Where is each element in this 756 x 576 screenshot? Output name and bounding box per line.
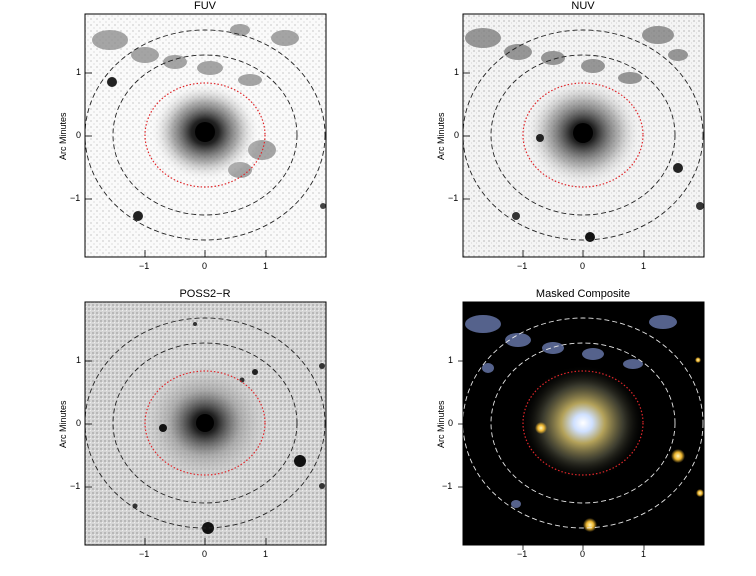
x-tick-label: −1: [517, 549, 528, 559]
x-tick-label: 1: [641, 261, 647, 271]
y-tick-label: 1: [76, 67, 82, 77]
panel-title: POSS2−R: [179, 288, 231, 300]
x-tick-label: −1: [139, 549, 150, 559]
y-tick-label: 0: [454, 130, 460, 140]
x-tick-label: −1: [139, 261, 150, 271]
y-tick-label: −1: [70, 193, 81, 203]
panel-masked-composite: Masked Composite Arc Minutes: [378, 288, 756, 576]
nuv-image: [462, 13, 705, 258]
composite-image: [458, 301, 705, 550]
panel-title: FUV: [194, 0, 216, 12]
y-tick-label: 1: [76, 355, 82, 365]
y-tick-label: 0: [448, 418, 454, 428]
y-tick-label: 0: [76, 130, 82, 140]
panel-nuv: NUV Arc Minutes: [378, 0, 756, 288]
poss2r-image: [84, 301, 327, 546]
y-tick-label: 1: [448, 355, 454, 365]
panel-poss2r: POSS2−R Arc Minutes: [0, 288, 378, 576]
x-tick-label: 0: [580, 261, 586, 271]
panel-title: Masked Composite: [535, 288, 631, 300]
y-tick-label: 1: [454, 67, 460, 77]
panel-title: NUV: [571, 0, 595, 12]
y-tick-label: −1: [442, 481, 453, 491]
x-tick-label: 1: [263, 261, 269, 271]
x-tick-label: −1: [517, 261, 528, 271]
x-tick-label: 1: [263, 549, 269, 559]
y-tick-label: −1: [448, 193, 459, 203]
x-tick-label: 0: [202, 549, 208, 559]
x-tick-label: 0: [202, 261, 208, 271]
panel-fuv: FUV Arc Minutes: [0, 0, 378, 288]
y-tick-label: −1: [70, 481, 81, 491]
x-tick-label: 0: [580, 549, 586, 559]
x-tick-label: 1: [641, 549, 647, 559]
fuv-image: [84, 13, 327, 258]
y-tick-label: 0: [76, 418, 82, 428]
